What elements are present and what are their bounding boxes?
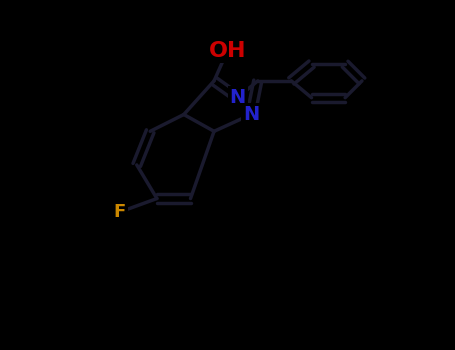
Text: F: F [114, 203, 126, 221]
Text: OH: OH [209, 41, 246, 61]
Text: N: N [229, 88, 246, 107]
Text: N: N [243, 105, 259, 124]
